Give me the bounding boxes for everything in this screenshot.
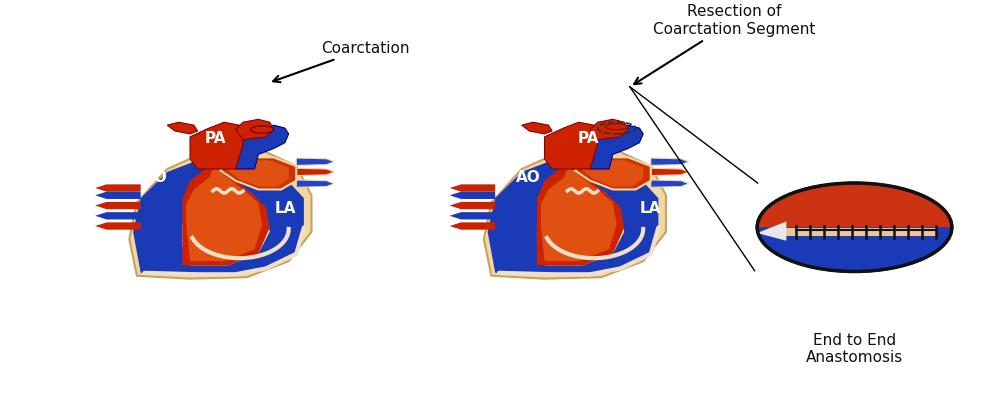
Polygon shape (182, 159, 304, 274)
Polygon shape (651, 168, 689, 176)
Polygon shape (582, 160, 643, 187)
Polygon shape (182, 149, 270, 266)
Polygon shape (190, 122, 243, 169)
Polygon shape (541, 169, 617, 261)
Text: AO: AO (516, 170, 540, 185)
Polygon shape (296, 168, 334, 176)
Ellipse shape (757, 183, 952, 272)
Text: LV: LV (671, 247, 690, 262)
Text: RA: RA (51, 235, 74, 250)
Polygon shape (95, 222, 141, 230)
Polygon shape (450, 184, 495, 192)
Polygon shape (651, 158, 689, 165)
Polygon shape (296, 180, 334, 187)
Polygon shape (757, 222, 786, 241)
Polygon shape (95, 202, 141, 209)
Text: End to End
Anastomosis: End to End Anastomosis (806, 333, 903, 366)
Text: RV: RV (543, 301, 567, 316)
Text: PA: PA (577, 131, 599, 146)
Polygon shape (537, 149, 624, 266)
Text: LV: LV (306, 247, 325, 262)
Polygon shape (522, 122, 552, 134)
Polygon shape (95, 192, 141, 199)
Polygon shape (450, 222, 495, 230)
Polygon shape (757, 227, 952, 272)
Polygon shape (772, 228, 937, 236)
Text: AO: AO (143, 170, 168, 185)
Polygon shape (236, 119, 274, 140)
Polygon shape (651, 180, 689, 187)
Polygon shape (129, 149, 311, 278)
Polygon shape (95, 212, 141, 220)
Polygon shape (575, 157, 651, 189)
Polygon shape (236, 125, 289, 169)
Polygon shape (590, 119, 628, 140)
Polygon shape (484, 149, 666, 278)
Polygon shape (488, 159, 579, 273)
Ellipse shape (251, 126, 274, 133)
Text: Resection of
Coarctation Segment: Resection of Coarctation Segment (634, 4, 816, 84)
Text: RA: RA (424, 235, 448, 250)
Polygon shape (590, 125, 643, 169)
Text: Coarctation: Coarctation (273, 41, 409, 82)
Polygon shape (450, 192, 495, 199)
Polygon shape (450, 202, 495, 209)
Polygon shape (186, 169, 262, 261)
Ellipse shape (605, 124, 628, 129)
Polygon shape (228, 160, 289, 187)
Polygon shape (545, 122, 598, 169)
Text: LA: LA (640, 201, 661, 216)
Polygon shape (537, 159, 658, 274)
Polygon shape (450, 212, 495, 220)
Polygon shape (95, 184, 141, 192)
Polygon shape (220, 157, 296, 189)
Polygon shape (296, 158, 334, 165)
Text: RV: RV (174, 301, 197, 316)
Polygon shape (167, 122, 198, 134)
Text: PA: PA (205, 131, 226, 146)
Text: LA: LA (275, 201, 296, 216)
Polygon shape (133, 159, 224, 273)
